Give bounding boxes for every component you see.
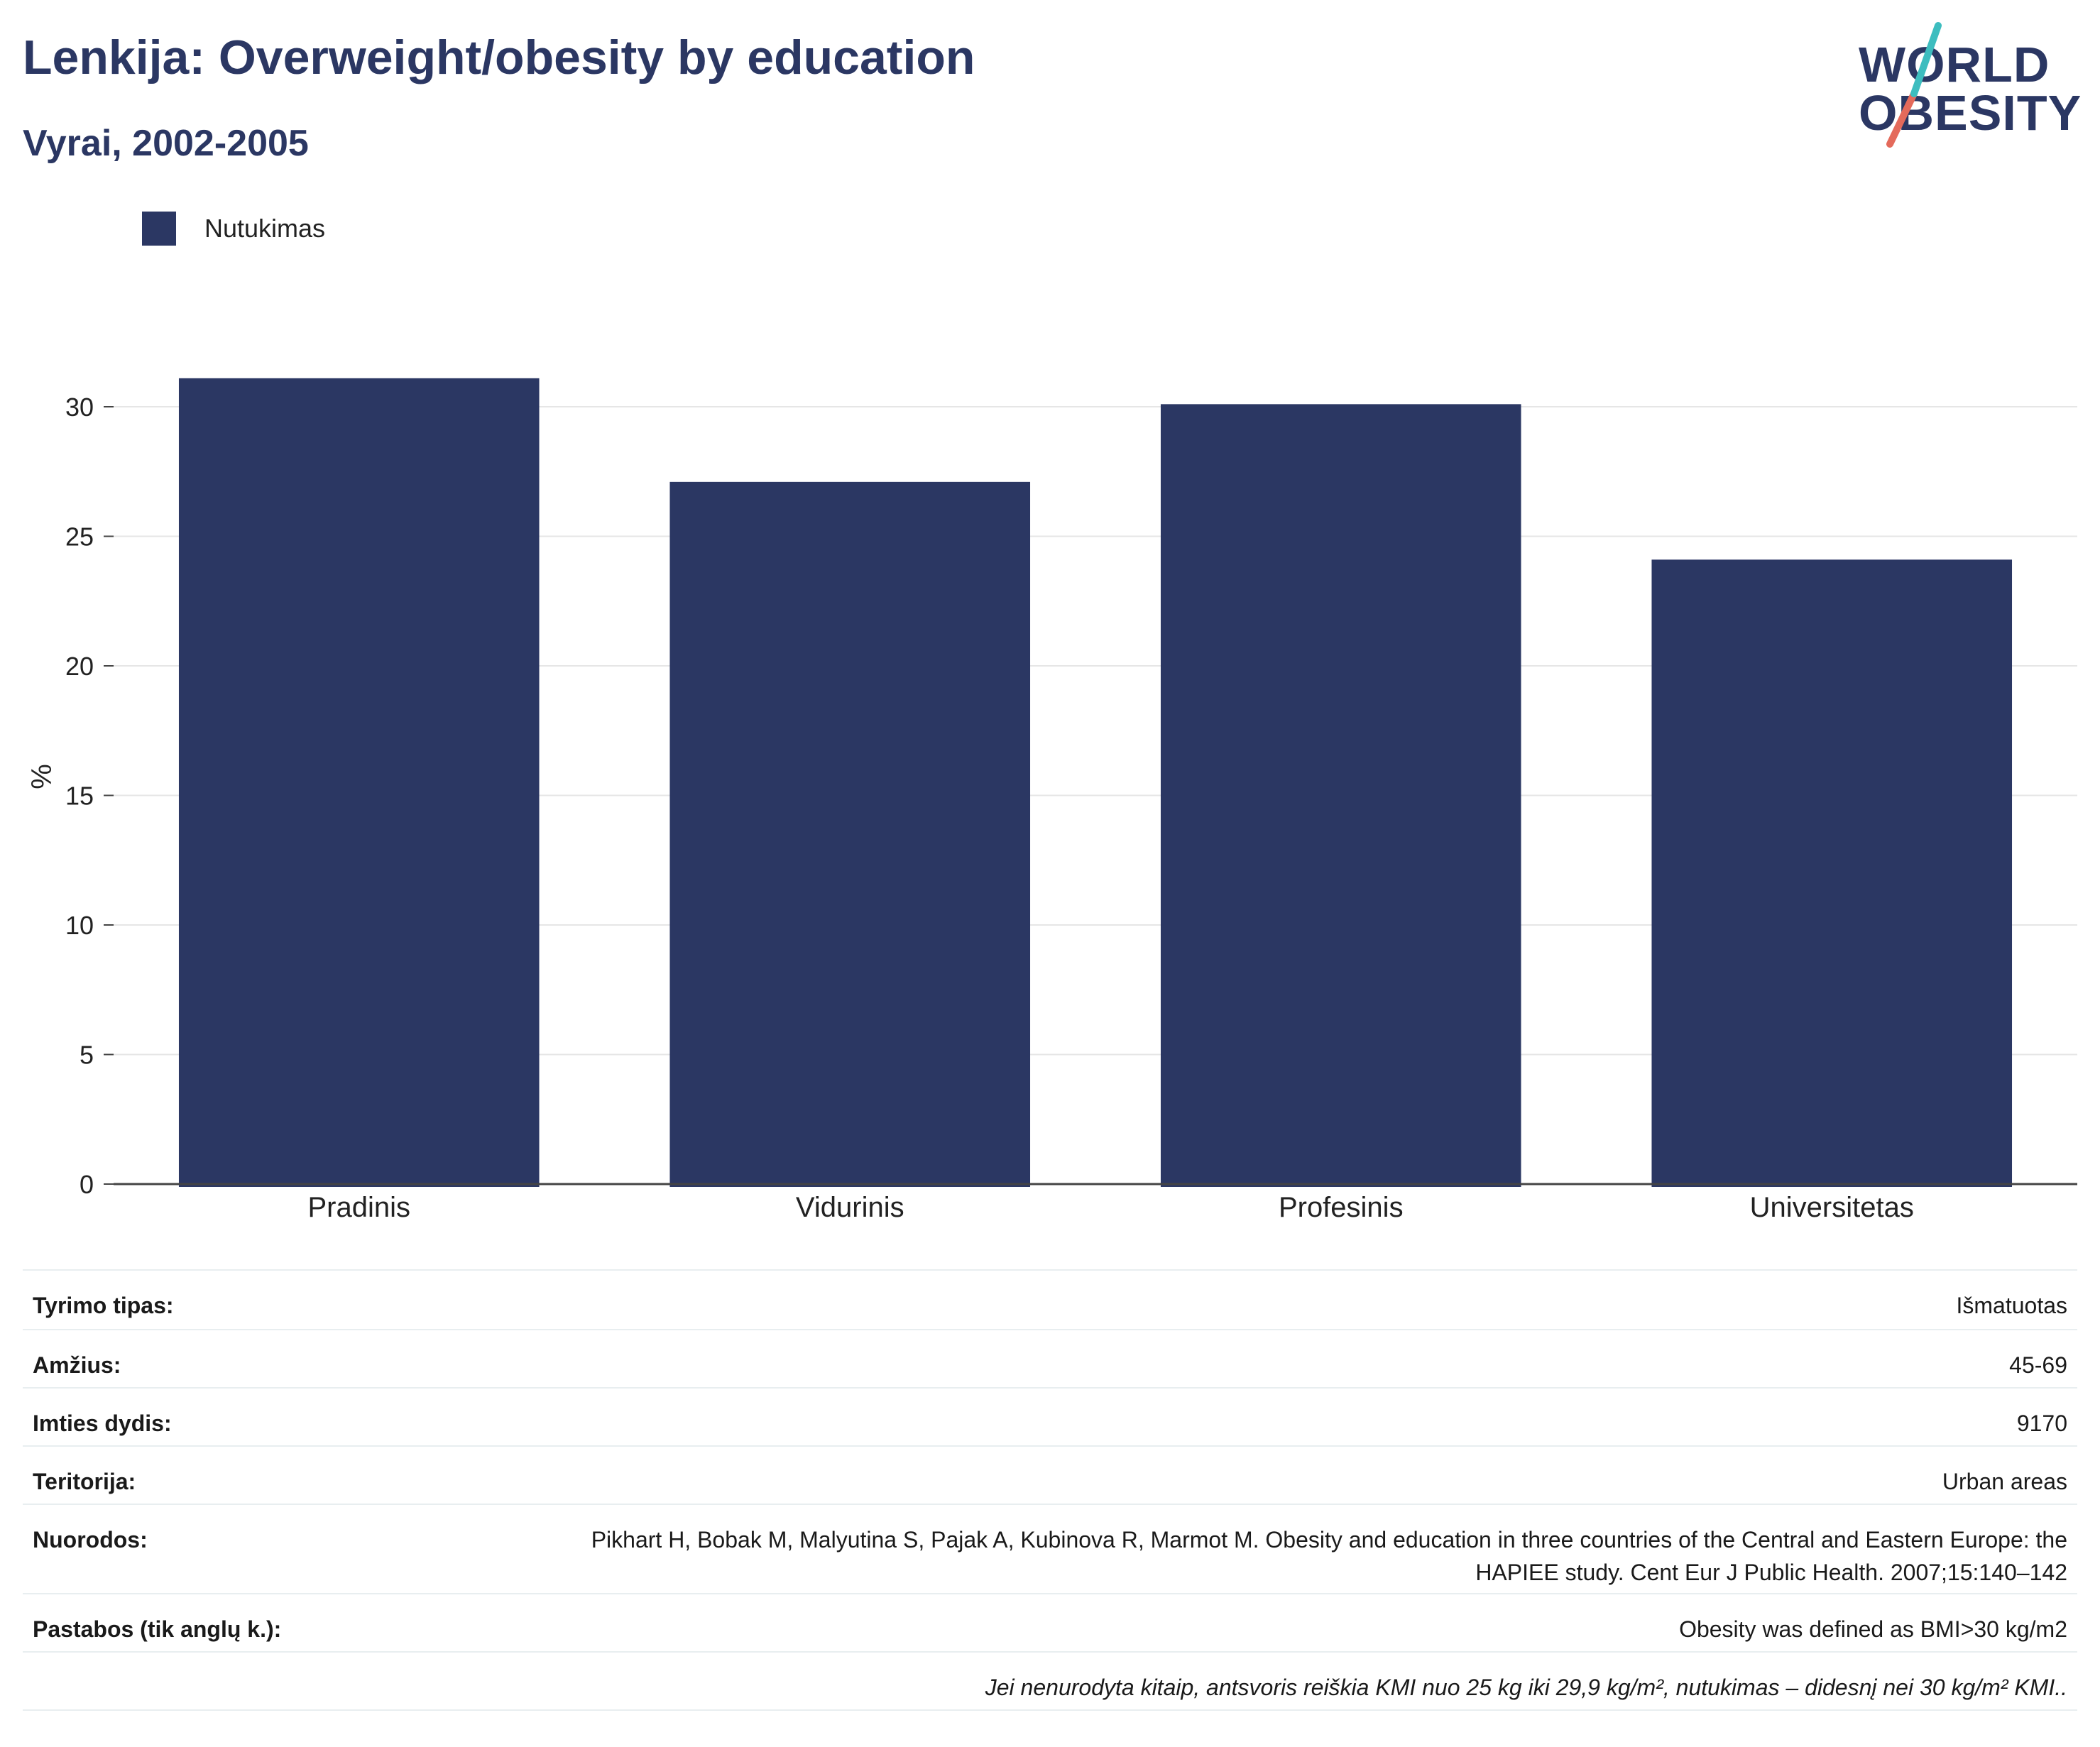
info-row: Teritorija: Urban areas	[23, 1447, 2077, 1505]
info-table: Tyrimo tipas: Išmatuotas Amžius: 45-69 Imtie…	[23, 1269, 2077, 1711]
logo-word-world: WORLD	[1859, 37, 2050, 92]
info-value: Urban areas	[1942, 1469, 2067, 1494]
logo-slash-icon	[1886, 22, 1942, 148]
chart-title: Lenkija: Overweight/obesity by education	[23, 31, 975, 84]
y-tick-label: 10	[65, 911, 94, 940]
footnote: Jei nenurodyta kitaip, antsvoris reiškia…	[985, 1675, 2067, 1700]
x-tick-label: Pradinis	[307, 1192, 410, 1223]
y-tick-label: 0	[80, 1170, 94, 1199]
chart-subtitle: Vyrai, 2002-2005	[23, 123, 309, 164]
info-value: 9170	[2016, 1411, 2067, 1436]
legend-label[interactable]: Nutukimas	[204, 214, 326, 243]
info-key: Nuorodos:	[33, 1527, 148, 1552]
info-value: Išmatuotas	[1956, 1293, 2067, 1318]
info-key: Tyrimo tipas:	[33, 1293, 174, 1318]
y-tick-label: 25	[65, 522, 94, 552]
info-row: Nuorodos: Pikhart H, Bobak M, Malyutina S…	[23, 1505, 2077, 1594]
info-row: Pastabos (tik anglų k.): Obesity was defi…	[23, 1594, 2077, 1653]
y-tick-label: 20	[65, 652, 94, 681]
y-tick-label: 15	[65, 782, 94, 811]
bar	[669, 481, 1031, 1187]
x-tick-label: Profesinis	[1279, 1192, 1404, 1223]
bar-chart: 0 5 10 15 20 25 30% Pradinis Vidurinis Profesinis…	[26, 378, 2077, 1223]
info-value: Obesity was defined as BMI>30 kg/m2	[1679, 1616, 2067, 1642]
y-axis-label: %	[26, 764, 58, 789]
info-row: Tyrimo tipas: Išmatuotas	[23, 1271, 2077, 1330]
info-row: Imties dydis: 9170	[23, 1389, 2077, 1447]
bar	[178, 378, 540, 1187]
info-key: Amžius:	[33, 1352, 121, 1378]
info-value: Pikhart H, Bobak M, Malyutina S, Pajak A…	[591, 1527, 2067, 1585]
info-value: 45-69	[2009, 1352, 2067, 1378]
bar	[1651, 559, 2013, 1187]
info-key: Pastabos (tik anglų k.):	[33, 1616, 282, 1642]
footnote-row: Jei nenurodyta kitaip, antsvoris reiškia…	[23, 1653, 2077, 1711]
world-obesity-logo[interactable]: WORLD OBESITY	[1846, 20, 2087, 148]
x-tick-label: Vidurinis	[796, 1192, 904, 1223]
info-key: Imties dydis:	[33, 1411, 172, 1436]
legend-swatch[interactable]	[142, 212, 176, 246]
y-tick-label: 5	[80, 1041, 94, 1070]
y-tick-label: 30	[65, 393, 94, 422]
x-tick-label: Universitetas	[1750, 1192, 1914, 1223]
bar	[1160, 404, 1521, 1187]
info-row: Amžius: 45-69	[23, 1330, 2077, 1389]
info-key: Teritorija:	[33, 1469, 136, 1494]
chart-legend: Nutukimas	[142, 212, 325, 246]
